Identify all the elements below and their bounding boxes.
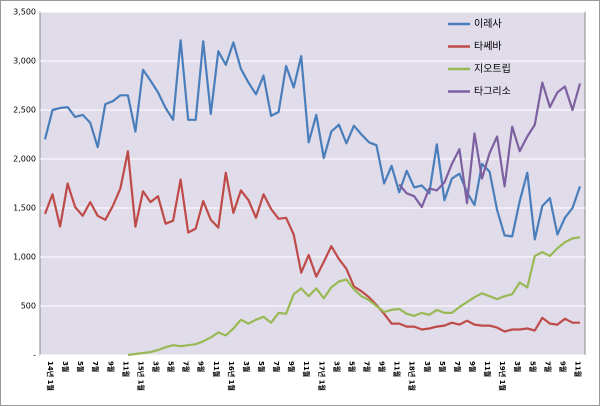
series-line — [43, 150, 580, 333]
x-tick-label: 9월 — [106, 361, 115, 372]
y-tick-label: 2,500 — [13, 106, 36, 115]
y-tick-label: 1,000 — [13, 253, 36, 262]
x-tick-label: 3월 — [423, 361, 432, 372]
x-tick-label: 17년 1월 — [317, 361, 326, 391]
series-line — [398, 81, 582, 209]
x-tick-label: 18년 1월 — [408, 361, 417, 391]
x-tick-label: 11월 — [573, 361, 582, 377]
x-tick-label: 5월 — [528, 361, 537, 372]
x-tick-label: 11월 — [302, 361, 311, 377]
x-tick-label: 14년 1월 — [46, 361, 55, 391]
legend-label: 타그리소 — [474, 86, 511, 98]
x-tick-label: 5월 — [257, 361, 266, 372]
y-tick-label: 3,500 — [13, 8, 36, 17]
series-line — [43, 39, 582, 241]
legend-label: 지오트립 — [474, 62, 511, 75]
legend-label: 타쎄바 — [474, 41, 502, 53]
y-tick-label: 500 — [21, 302, 36, 311]
x-tick-label: 9월 — [287, 361, 296, 372]
x-tick-label: 3월 — [332, 361, 341, 372]
x-tick-label: 7월 — [182, 361, 191, 372]
series-line — [127, 236, 581, 357]
y-tick-label: 3,000 — [13, 57, 36, 66]
x-tick-label: 5월 — [76, 361, 85, 372]
x-tick-label: 7월 — [453, 361, 462, 372]
x-tick-label: 3월 — [61, 361, 70, 372]
x-tick-label: 19년 1월 — [498, 361, 507, 391]
x-tick-label: 11월 — [393, 361, 402, 377]
x-tick-label: 7월 — [543, 361, 552, 372]
x-tick-label: 16년 1월 — [227, 361, 236, 391]
x-tick-label: 7월 — [272, 361, 281, 372]
legend-label: 이레사 — [474, 18, 502, 30]
x-tick-label: 7월 — [362, 361, 371, 372]
x-tick-label: 5월 — [438, 361, 447, 372]
x-tick-label: 3월 — [513, 361, 522, 372]
x-tick-label: 5월 — [167, 361, 176, 372]
x-tick-label: 9월 — [378, 361, 387, 372]
x-tick-label: 11월 — [121, 361, 130, 377]
y-tick-label: 2,000 — [13, 155, 36, 164]
x-tick-label: 9월 — [468, 361, 477, 372]
x-tick-label: 7월 — [91, 361, 100, 372]
x-tick-label: 9월 — [197, 361, 206, 372]
y-tick-label: 1,500 — [13, 204, 36, 213]
x-tick-label: 3월 — [151, 361, 160, 372]
x-tick-label: 11월 — [212, 361, 221, 377]
x-tick-label: 11월 — [483, 361, 492, 377]
x-tick-label: 5월 — [347, 361, 356, 372]
y-tick-label: - — [33, 351, 36, 360]
x-tick-label: 9월 — [558, 361, 567, 372]
x-tick-label: 15년 1월 — [136, 361, 145, 391]
x-tick-label: 3월 — [242, 361, 251, 372]
